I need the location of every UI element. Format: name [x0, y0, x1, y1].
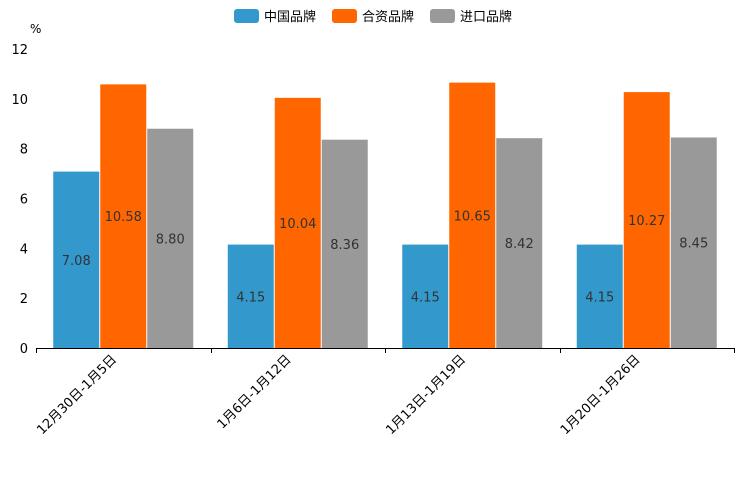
bar — [402, 244, 449, 348]
legend-label: 合资品牌 — [362, 9, 414, 25]
data-label: 4.15 — [236, 290, 265, 305]
y-tick-label: 2 — [20, 292, 28, 307]
y-tick-label: 4 — [20, 242, 28, 257]
bar — [623, 92, 670, 348]
data-label: 10.58 — [105, 210, 142, 225]
bar — [227, 244, 274, 348]
data-label: 10.65 — [454, 209, 491, 224]
data-label: 4.15 — [411, 290, 440, 305]
data-label: 8.42 — [505, 237, 534, 252]
bar — [321, 139, 368, 348]
bar — [274, 97, 321, 348]
y-tick-label: 12 — [11, 43, 28, 58]
bar — [496, 138, 543, 348]
bar — [147, 128, 194, 348]
x-axis: 12月30日-1月5日 1月6日-1月12日 1月13日-1月19日 1月20日-1月… — [34, 348, 735, 438]
data-label: 4.15 — [585, 290, 614, 305]
bars — [53, 82, 717, 349]
data-label: 7.08 — [62, 254, 91, 269]
bar — [449, 82, 496, 348]
data-label: 8.45 — [679, 237, 708, 252]
y-tick-label: 10 — [11, 93, 28, 108]
legend: 中国品牌 合资品牌 进口品牌 — [234, 9, 512, 25]
data-labels: 7.08 10.58 8.80 4.15 10.04 8.36 4.15 10.65 8.42 4… — [62, 209, 708, 305]
y-tick-label: 6 — [20, 193, 28, 208]
x-tick-label: 1月13日-1月19日 — [383, 352, 469, 438]
x-tick-label: 12月30日-1月5日 — [34, 352, 120, 438]
y-tick-label: 8 — [20, 143, 28, 158]
data-label: 10.04 — [279, 217, 316, 232]
y-axis-unit: % — [30, 22, 41, 36]
legend-label: 进口品牌 — [460, 9, 512, 25]
y-axis: 0 2 4 6 8 10 12 — [11, 43, 28, 357]
x-tick-label: 1月20日-1月26日 — [558, 352, 644, 438]
bar — [100, 84, 147, 349]
legend-swatch — [234, 9, 259, 23]
bar — [576, 244, 623, 348]
data-label: 8.80 — [156, 232, 185, 247]
data-label: 10.27 — [628, 214, 665, 229]
data-label: 8.36 — [330, 238, 359, 253]
y-tick-label: 0 — [20, 342, 28, 357]
legend-swatch — [332, 9, 357, 23]
bar — [53, 171, 100, 348]
x-tick-label: 1月6日-1月12日 — [215, 352, 295, 432]
bar — [670, 137, 717, 348]
legend-swatch — [430, 9, 455, 23]
legend-label: 中国品牌 — [264, 9, 316, 25]
